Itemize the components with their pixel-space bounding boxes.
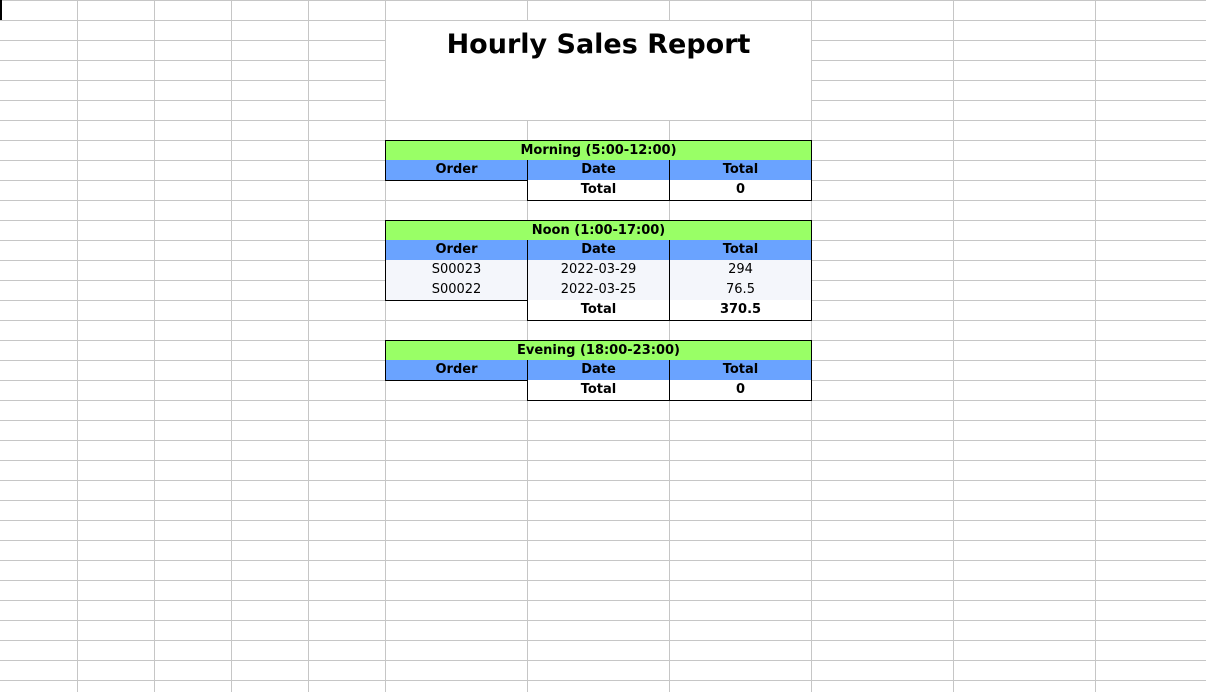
total-value-cell[interactable]: 0	[669, 180, 812, 201]
cell-cursor	[0, 0, 2, 20]
section-header-morning[interactable]: Morning (5:00-12:00)	[385, 140, 812, 161]
total-label-cell[interactable]: Total	[527, 380, 670, 401]
total-value-cell[interactable]: 0	[669, 380, 812, 401]
column-gridline	[154, 0, 155, 692]
total-label-cell[interactable]: Total	[527, 300, 670, 321]
column-gridline	[953, 0, 954, 692]
total-value-cell[interactable]: 370.5	[669, 300, 812, 321]
column-gridline	[77, 0, 78, 692]
column-header-date[interactable]: Date	[527, 160, 670, 181]
column-header-total[interactable]: Total	[669, 240, 812, 261]
column-header-date[interactable]: Date	[527, 240, 670, 261]
date-cell[interactable]: 2022-03-25	[527, 280, 670, 301]
order-cell[interactable]: S00022	[385, 280, 528, 301]
column-header-order[interactable]: Order	[385, 360, 528, 381]
column-header-order[interactable]: Order	[385, 160, 528, 181]
column-header-order[interactable]: Order	[385, 240, 528, 261]
date-cell[interactable]: 2022-03-29	[527, 260, 670, 281]
report-title[interactable]: Hourly Sales Report	[386, 21, 811, 120]
section-header-evening[interactable]: Evening (18:00-23:00)	[385, 340, 812, 361]
column-gridline	[308, 0, 309, 692]
total-label-cell[interactable]: Total	[527, 180, 670, 201]
amount-cell[interactable]: 294	[669, 260, 812, 281]
column-gridline	[231, 0, 232, 692]
section-header-noon[interactable]: Noon (1:00-17:00)	[385, 220, 812, 241]
column-header-total[interactable]: Total	[669, 160, 812, 181]
column-header-date[interactable]: Date	[527, 360, 670, 381]
column-header-total[interactable]: Total	[669, 360, 812, 381]
column-gridline	[1095, 0, 1096, 692]
amount-cell[interactable]: 76.5	[669, 280, 812, 301]
order-cell[interactable]: S00023	[385, 260, 528, 281]
